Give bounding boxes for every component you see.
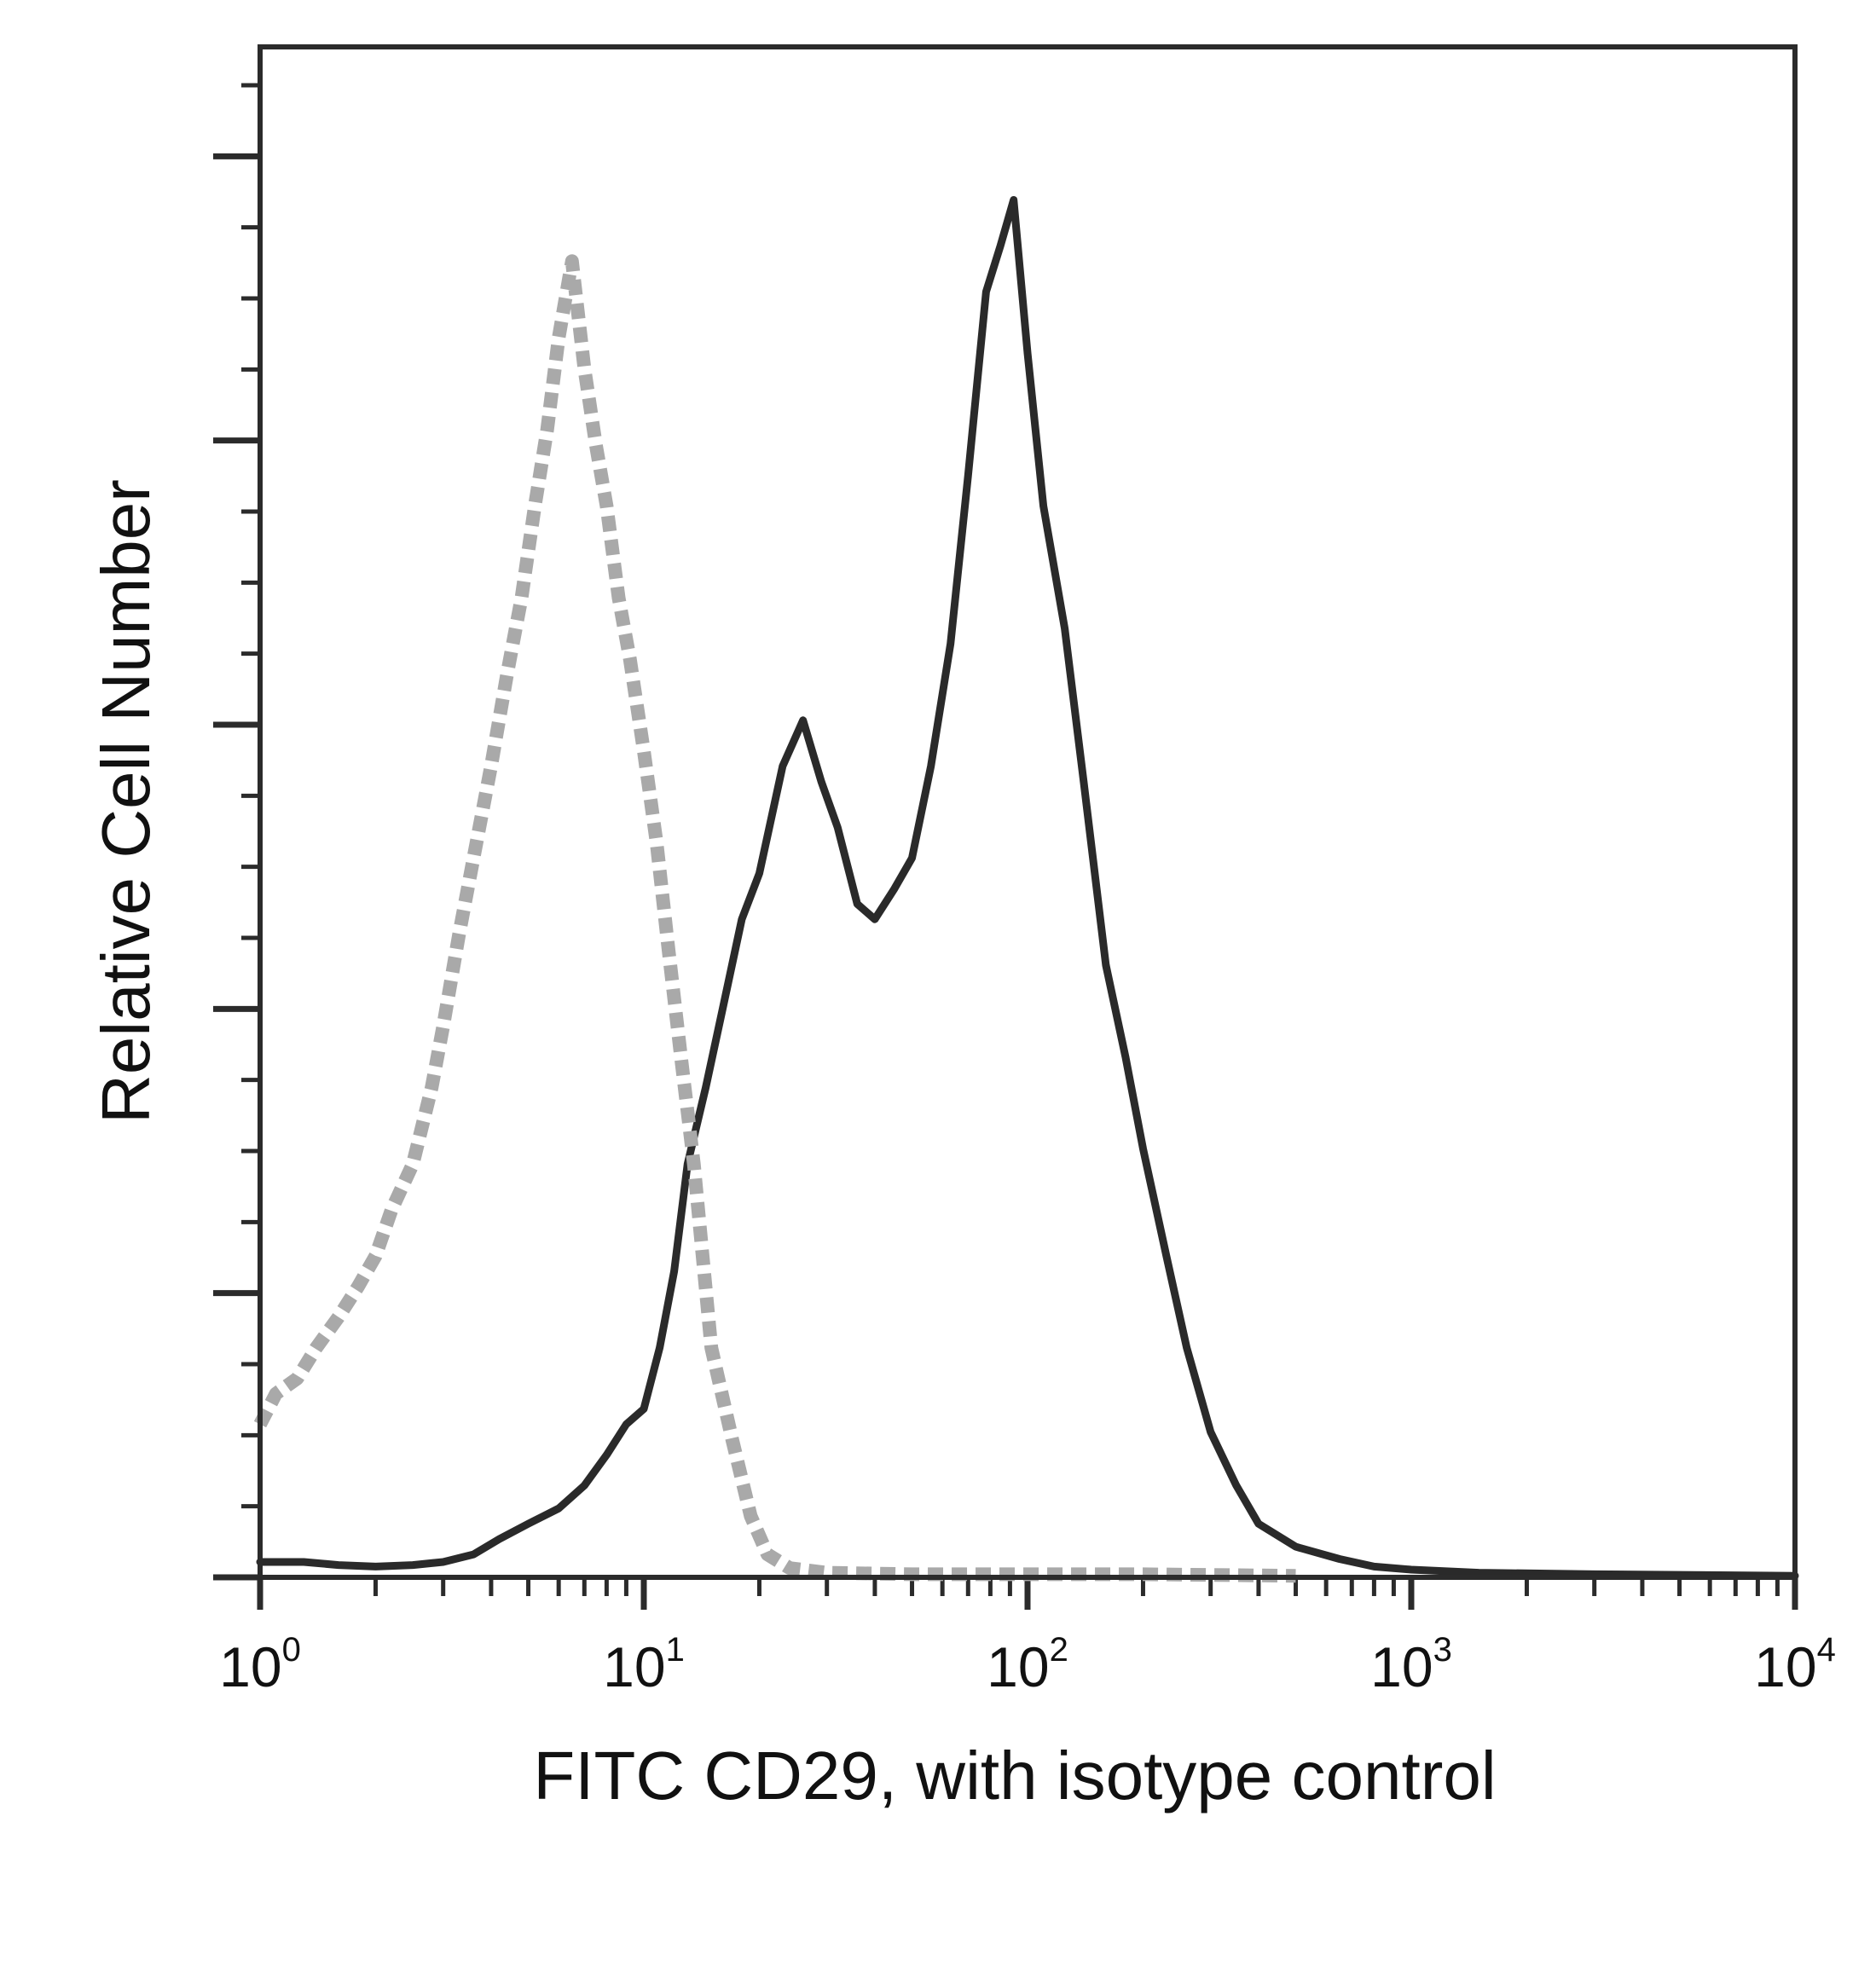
x-axis-title: FITC CD29, with isotype control [533, 1738, 1496, 1813]
y-axis-title: Relative Cell Number [88, 479, 164, 1124]
x-tick-label: 100 [219, 1631, 301, 1698]
plot-frame [258, 44, 1798, 1580]
x-tick-labels: 100 101 102 103 104 [219, 1631, 1836, 1698]
x-axis-ticks [257, 1577, 1798, 1610]
cd29-series [256, 196, 1799, 1580]
x-tick-label: 103 [1370, 1631, 1452, 1698]
y-axis-ticks [213, 83, 260, 1581]
isotype-control-series [253, 254, 1296, 1583]
x-tick-label: 102 [987, 1631, 1068, 1698]
x-tick-label: 101 [603, 1631, 685, 1698]
x-tick-label: 104 [1754, 1631, 1836, 1698]
series-layer [253, 196, 1799, 1583]
